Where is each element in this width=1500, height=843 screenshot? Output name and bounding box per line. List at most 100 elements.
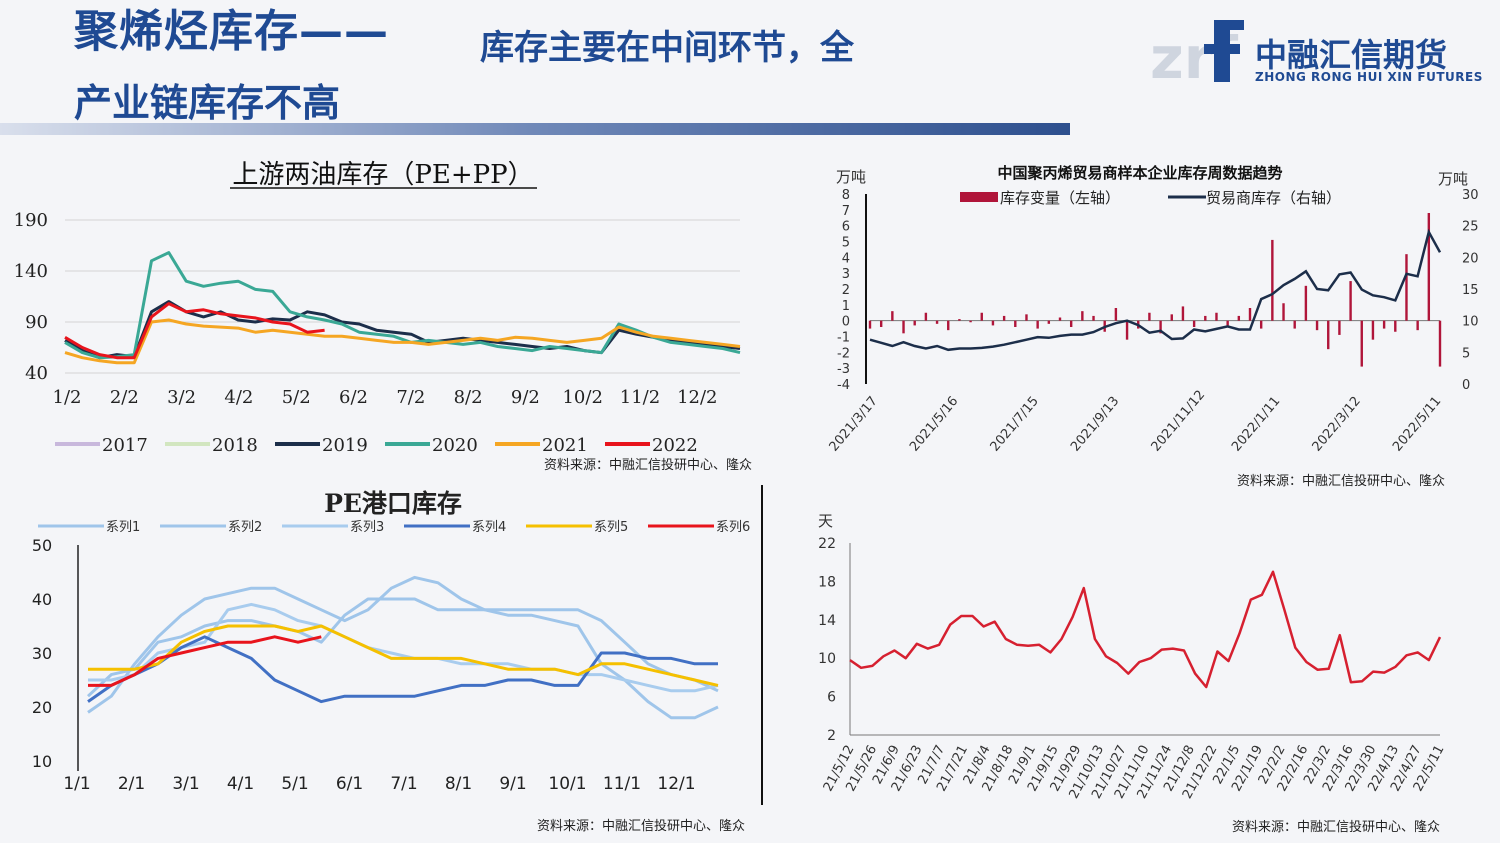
legend-label: 2019: [322, 435, 368, 456]
legend-label: 库存变量（左轴）: [1000, 189, 1120, 207]
source-note: 资料来源：中融汇信投研中心、隆众: [1237, 473, 1445, 489]
x-tick-label: 9/2: [511, 387, 540, 408]
legend-label: 系列6: [716, 520, 750, 535]
legend-swatch: [960, 192, 998, 202]
series-line: [849, 570, 1442, 689]
source-note: 资料来源：中融汇信投研中心、隆众: [544, 457, 752, 473]
x-tick-label: 5/1: [281, 774, 308, 794]
y-axis-unit: 天: [818, 512, 833, 530]
bar: [1259, 320, 1263, 329]
x-tick-label: 7/2: [396, 387, 425, 408]
bar: [1002, 315, 1006, 321]
series-line-2020: [64, 251, 741, 360]
x-tick-label: 8/1: [445, 774, 472, 794]
bar: [913, 320, 916, 326]
y-tick-label-right: 0: [1462, 378, 1470, 393]
y-tick-label-left: -3: [837, 362, 850, 377]
bar: [924, 312, 928, 321]
x-tick-label: 11/2: [620, 387, 660, 408]
legend-label: 贸易商库存（右轴）: [1206, 189, 1341, 207]
y-tick-label: 10: [818, 651, 836, 667]
bar: [1226, 320, 1229, 326]
y-tick-label: 14: [818, 613, 836, 629]
y-tick-label-right: 30: [1462, 188, 1479, 203]
x-tick-label: 12/2: [677, 387, 717, 408]
y-tick-label: 40: [25, 363, 48, 384]
bar: [1438, 320, 1442, 367]
bar: [1192, 320, 1196, 327]
series-line-系列6: [88, 635, 322, 687]
x-tick-label: 4/2: [224, 387, 253, 408]
bar: [1416, 320, 1419, 331]
chart-title: PE港口库存: [324, 489, 462, 518]
bar: [1394, 320, 1397, 332]
series-line-系列5: [88, 624, 719, 687]
y-tick-label: 2: [827, 728, 836, 744]
bar: [1025, 314, 1028, 321]
bar: [1204, 315, 1207, 321]
source-note: 资料来源：中融汇信投研中心、隆众: [537, 818, 745, 834]
legend-label: 系列3: [350, 520, 384, 535]
x-tick-label: 9/1: [499, 774, 526, 794]
bar: [1360, 320, 1363, 367]
bar: [1382, 320, 1386, 329]
y-tick-label-right: 20: [1462, 251, 1479, 266]
series-line-系列3: [88, 602, 719, 693]
y-tick-label-left: -2: [837, 346, 850, 361]
series-line-系列2: [86, 597, 719, 698]
y-tick-label: 20: [32, 698, 52, 717]
bar: [991, 320, 995, 326]
y-tick-label: 140: [14, 261, 48, 282]
x-tick-label: 10/2: [562, 387, 602, 408]
series-line-2021: [64, 318, 741, 365]
x-tick-label: 2021/7/15: [988, 394, 1042, 455]
chart-upstream-inventory: 上游两油库存（PE+PP） 190 140 90 401/2 2/2 3/2 4/2 5/2 6…: [14, 160, 752, 473]
x-tick-label: 11/1: [603, 774, 641, 794]
bar: [1170, 314, 1173, 321]
y-axis-right-unit: 万吨: [1438, 170, 1468, 188]
bar: [891, 311, 894, 321]
bar: [879, 320, 883, 327]
y-tick-label-right: 15: [1462, 283, 1479, 298]
x-tick-label: 6/2: [339, 387, 368, 408]
bar: [1338, 320, 1341, 335]
bar: [1327, 320, 1330, 350]
y-tick-label-left: -1: [837, 331, 850, 346]
bar: [1159, 320, 1162, 334]
x-tick-label: 1/1: [63, 774, 90, 794]
bar: [1014, 320, 1017, 327]
x-tick-label: 6/1: [336, 774, 363, 794]
bar: [1405, 254, 1408, 321]
bar: [902, 320, 905, 334]
x-tick-label: 3/2: [167, 387, 196, 408]
y-tick-label: 6: [827, 690, 836, 706]
y-tick-label: 90: [25, 312, 48, 333]
x-tick-label: 3/1: [172, 774, 199, 794]
series-line-系列1: [87, 575, 719, 720]
legend-label: 2020: [432, 435, 478, 456]
y-tick-label: 18: [818, 574, 836, 590]
x-tick-label: 2/2: [110, 387, 139, 408]
y-tick-label-left: 6: [842, 220, 850, 235]
company-logo-english: ZHONG RONG HUI XIN FUTURES: [1255, 70, 1483, 84]
bar: [1293, 320, 1296, 329]
legend-label: 系列2: [228, 520, 262, 535]
x-tick-label: 2022/1/11: [1229, 394, 1283, 455]
bar: [1282, 303, 1285, 321]
bar: [1081, 311, 1084, 321]
bar: [868, 320, 872, 329]
x-tick-label: 2021/5/16: [907, 394, 961, 455]
bar: [969, 320, 972, 323]
bar: [1069, 320, 1073, 327]
y-tick-label-left: -4: [837, 378, 850, 393]
y-tick-label-left: 1: [842, 299, 850, 314]
x-tick-label: 2/1: [118, 774, 145, 794]
bar: [980, 312, 983, 321]
series-line-系列4: [87, 635, 718, 704]
y-tick-label-left: 7: [842, 204, 850, 219]
bar: [1248, 308, 1252, 321]
y-tick-label: 190: [14, 210, 48, 231]
header-divider: [0, 123, 1070, 135]
y-tick-label-left: 0: [842, 315, 850, 330]
bar: [1092, 315, 1095, 321]
